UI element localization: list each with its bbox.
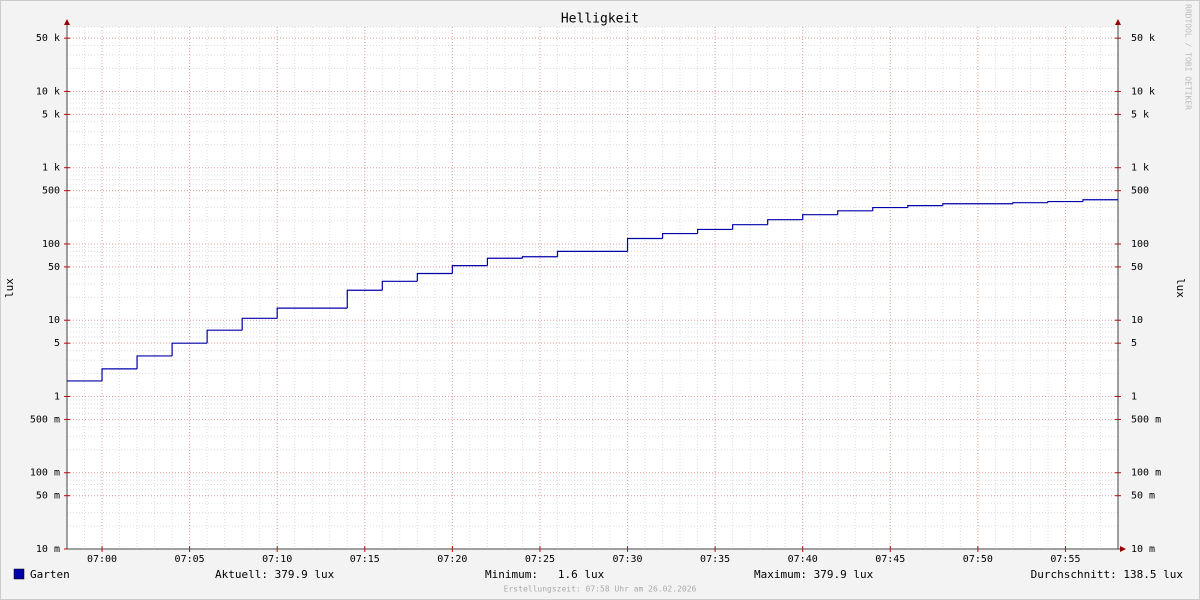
step-segment	[241, 317, 278, 331]
stat-current: Aktuell: 379.9 lux	[215, 568, 335, 581]
y2-tick-label: 500	[1131, 186, 1149, 197]
axis-arrow	[1115, 19, 1121, 25]
y-tick-label: 500 m	[30, 414, 60, 425]
step-segment	[206, 329, 243, 344]
step-segment	[802, 214, 838, 220]
x-tick-label: 07:40	[788, 554, 818, 565]
x-tick-label: 07:05	[175, 554, 205, 565]
step-segment	[346, 289, 383, 309]
step-segment	[1082, 199, 1118, 202]
y-tick-label: 1 k	[42, 163, 60, 174]
y2-tick-label: 10 k	[1131, 86, 1155, 97]
x-tick-label: 07:10	[262, 554, 292, 565]
y-tick-label: 500	[42, 186, 60, 197]
y2-tick-label: 100	[1131, 239, 1149, 250]
x-tick-label: 07:45	[875, 554, 905, 565]
x-tick-label: 07:15	[350, 554, 380, 565]
y2-axis-label: lux	[1174, 278, 1187, 298]
watermark: RRDTOOL / TOBI OETIKER	[1184, 4, 1193, 110]
step-segment	[451, 265, 488, 274]
step-segment	[171, 342, 208, 356]
y2-tick-label: 50 k	[1131, 33, 1155, 44]
step-segment	[1047, 200, 1083, 203]
y-tick-label: 10 k	[36, 86, 60, 97]
y-tick-label: 10	[48, 315, 60, 326]
y-tick-label: 100	[42, 239, 60, 250]
y-tick-label: 100 m	[30, 468, 60, 479]
x-tick-label: 07:00	[87, 554, 117, 565]
step-segment	[661, 232, 698, 239]
y2-tick-label: 10 m	[1131, 544, 1155, 555]
y-tick-label: 50 k	[36, 33, 60, 44]
step-segment	[136, 355, 173, 369]
y-tick-label: 5	[54, 338, 60, 349]
step-segment	[521, 256, 558, 259]
y-tick-label: 50 m	[36, 491, 60, 502]
chart-title: Helligkeit	[561, 12, 639, 27]
step-segment	[697, 228, 733, 234]
y2-tick-label: 1 k	[1131, 163, 1149, 174]
y-axis-label: lux	[3, 278, 16, 298]
step-segment	[837, 210, 873, 215]
x-tick-label: 07:20	[437, 554, 467, 565]
step-segment	[276, 307, 348, 319]
y-tick-label: 5 k	[42, 109, 60, 120]
x-tick-label: 07:30	[612, 554, 642, 565]
x-tick-label: 07:25	[525, 554, 555, 565]
x-tick-label: 07:50	[963, 554, 993, 565]
y2-tick-label: 1	[1131, 391, 1137, 402]
y2-tick-label: 500 m	[1131, 414, 1161, 425]
legend-label: Garten	[30, 568, 70, 581]
y2-tick-label: 5 k	[1131, 109, 1149, 120]
step-segment	[101, 368, 138, 381]
step-segment	[872, 206, 908, 211]
y2-tick-label: 50 m	[1131, 491, 1155, 502]
axis-arrow	[1120, 546, 1126, 552]
axis-arrow	[64, 19, 70, 25]
step-segment	[416, 272, 453, 282]
y-tick-label: 50	[48, 262, 60, 273]
x-tick-label: 07:55	[1050, 554, 1080, 565]
step-segment	[942, 203, 1013, 206]
step-segment	[486, 257, 523, 266]
legend-swatch	[13, 568, 25, 580]
x-tick-label: 07:35	[700, 554, 730, 565]
step-segment	[381, 280, 418, 291]
step-segment	[626, 237, 663, 252]
step-segment	[1012, 202, 1048, 204]
step-segment	[732, 224, 768, 230]
step-segment	[767, 219, 803, 225]
step-segment	[907, 205, 943, 208]
y2-tick-label: 10	[1131, 315, 1143, 326]
stat-avg: Durchschnitt: 138.5 lux	[1031, 568, 1184, 581]
stat-min: Minimum: 1.6 lux	[485, 568, 605, 581]
step-segment	[556, 250, 628, 257]
y2-tick-label: 5	[1131, 338, 1137, 349]
stat-max: Maximum: 379.9 lux	[754, 568, 874, 581]
y-tick-label: 1	[54, 391, 60, 402]
y-tick-label: 10 m	[36, 544, 60, 555]
y2-tick-label: 50	[1131, 262, 1143, 273]
footer: Erstellungszeit: 07:58 Uhr am 26.02.2026	[504, 585, 697, 594]
y2-tick-label: 100 m	[1131, 468, 1161, 479]
